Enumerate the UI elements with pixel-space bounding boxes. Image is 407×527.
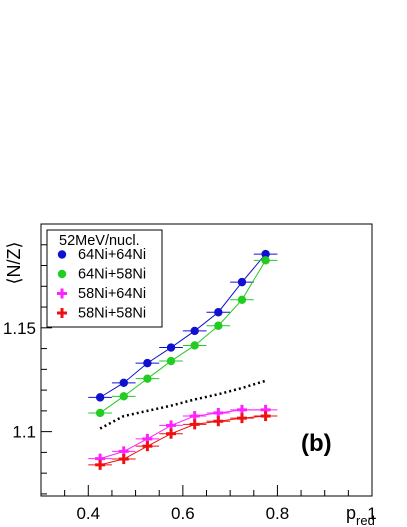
x-tick-label: 1 [367,504,376,523]
data-point [237,295,247,304]
data-point [236,413,247,424]
data-point [95,393,105,402]
data-point [214,321,223,330]
y-axis-label: ⟨N/Z⟩ [4,241,24,284]
legend-marker [57,269,67,279]
data-point [119,392,128,401]
data-point [213,416,224,427]
legend-title: 52MeV/nucl. [59,233,140,249]
dotted-line-path [99,379,266,430]
legend-label: 64Ni+58Ni [78,267,146,283]
legend-entry: 64Ni+58Ni [57,267,146,283]
data-point [190,341,199,350]
data-point [260,411,271,422]
data-point [261,249,270,259]
legend-entry: 58Ni+64Ni [57,286,146,302]
dotted-line [99,379,266,430]
x-tick-label: 0.6 [171,504,195,523]
legend-entry: 64Ni+64Ni [57,247,146,263]
series-58Ni+58Ni [88,411,278,470]
series-line [99,253,266,398]
data-point [142,441,153,452]
legend-label: 58Ni+58Ni [78,306,146,322]
legend-box [46,229,163,328]
data-point [189,419,200,430]
data-point [143,374,152,383]
series-58Ni+64Ni [88,404,278,464]
data-point [166,428,177,439]
series-line [99,260,267,414]
data-point [95,408,105,418]
legend-entries: 64Ni+64Ni 64Ni+58Ni 58Ni+64Ni 58Ni+58Ni [57,247,146,322]
data-point [190,326,199,336]
data-point [166,356,176,366]
series-64Ni+58Ni [88,256,278,418]
data-point [261,256,270,265]
x-tick-label: 0.4 [76,504,100,523]
legend-label: 58Ni+64Ni [78,286,146,302]
panel-annotation: (b) [301,430,332,457]
data-point [118,454,129,465]
data-point [119,378,128,388]
data-point [237,277,247,287]
data-point [166,343,176,352]
x-tick-label: 0.8 [266,504,290,523]
data-point [143,358,152,368]
series-64Ni+64Ni [88,249,278,402]
x-axis-label: pred [346,503,375,527]
data-point [214,308,223,317]
data-point [95,459,106,470]
y-tick-label: 1.15 [3,319,36,338]
axes: 0.4 0.6 0.8 1 1.1 1.15 [3,223,377,523]
x-axis-label-main: p [346,503,356,523]
legend-marker [57,250,67,259]
legend-entry: 58Ni+58Ni [57,306,146,322]
series-group [88,249,278,470]
y-tick-label: 1.1 [12,423,36,442]
legend-label: 64Ni+64Ni [78,247,146,263]
x-axis-label-sub: red [356,513,375,527]
legend: 52MeV/nucl. 64Ni+64Ni 64Ni+58Ni 58Ni+64Ni 5… [46,229,163,328]
